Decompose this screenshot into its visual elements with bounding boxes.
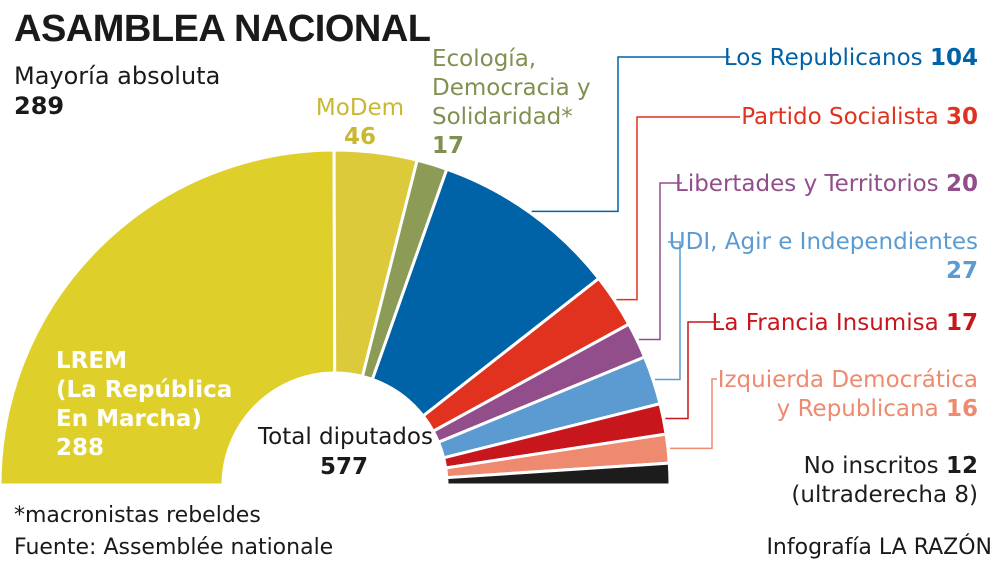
label-eds-name-2: Democracia y xyxy=(432,75,591,101)
majority-value: 289 xyxy=(14,92,65,120)
total-label: Total diputados xyxy=(258,424,433,450)
leader-ps xyxy=(616,116,740,301)
label-idr-name-2: y Republicana xyxy=(776,396,939,422)
label-udi-name: UDI, Agir e Independientes xyxy=(668,229,978,255)
label-lfi: La Francia Insumisa 17 xyxy=(712,309,978,338)
label-lr-value: 104 xyxy=(929,45,978,71)
footnote: *macronistas rebeldes xyxy=(14,503,261,528)
source-note: Fuente: Assemblée nationale xyxy=(14,535,334,560)
credit: Infografía LA RAZÓN xyxy=(766,535,992,560)
label-lt-value: 20 xyxy=(945,171,978,197)
slice-lr xyxy=(370,167,601,419)
label-modem-value: 46 xyxy=(343,124,376,150)
label-eds-value: 17 xyxy=(432,133,465,159)
label-lr-name: Los Republicanos xyxy=(723,45,923,71)
label-lt: Libertades y Territorios 20 xyxy=(675,170,978,199)
label-lrem-name-1: LREM xyxy=(56,348,127,374)
label-idr-value: 16 xyxy=(945,396,978,422)
label-ni-name: No inscritos xyxy=(803,453,939,479)
slice-ni xyxy=(445,461,672,487)
chart-title: ASAMBLEA NACIONAL xyxy=(14,8,431,50)
label-ni-value: 12 xyxy=(945,453,978,479)
label-lfi-name: La Francia Insumisa xyxy=(711,310,939,336)
label-modem-name: MoDem xyxy=(315,95,405,121)
label-lrem-value: 288 xyxy=(56,435,105,461)
label-lrem: LREM (La República En Marcha) 288 xyxy=(56,347,232,463)
label-ps-value: 30 xyxy=(945,104,978,130)
label-ps-name: Partido Socialista xyxy=(741,104,939,130)
label-udi-value: 27 xyxy=(945,258,978,284)
leader-idr xyxy=(670,378,717,450)
label-ni: No inscritos 12 (ultraderecha 8) xyxy=(791,452,978,510)
leader-lfi xyxy=(665,321,720,420)
label-idr: Izquierda Democrática y Republicana 16 xyxy=(718,366,978,424)
slice-lrem xyxy=(0,148,337,487)
label-ni-note: (ultraderecha 8) xyxy=(791,482,978,508)
label-eds-name-3: Solidaridad* xyxy=(432,104,573,130)
leader-udi xyxy=(655,241,681,381)
leader-lr xyxy=(531,56,730,213)
label-udi: UDI, Agir e Independientes 27 xyxy=(669,228,978,286)
majority-label: Mayoría absoluta xyxy=(14,62,221,90)
label-lfi-value: 17 xyxy=(945,310,978,336)
label-lt-name: Libertades y Territorios xyxy=(675,171,939,197)
label-lr: Los Republicanos 104 xyxy=(724,44,978,73)
label-modem: MoDem 46 xyxy=(285,94,435,152)
label-ps: Partido Socialista 30 xyxy=(741,103,978,132)
label-eds: Ecología, Democracia y Solidaridad* 17 xyxy=(432,45,591,161)
label-eds-name-1: Ecología, xyxy=(432,46,537,72)
total-value: 577 xyxy=(320,454,369,480)
label-lrem-name-3: En Marcha) xyxy=(56,406,202,432)
leader-lt xyxy=(638,182,682,341)
label-idr-name-1: Izquierda Democrática xyxy=(717,367,978,393)
label-lrem-name-2: (La República xyxy=(56,377,233,403)
